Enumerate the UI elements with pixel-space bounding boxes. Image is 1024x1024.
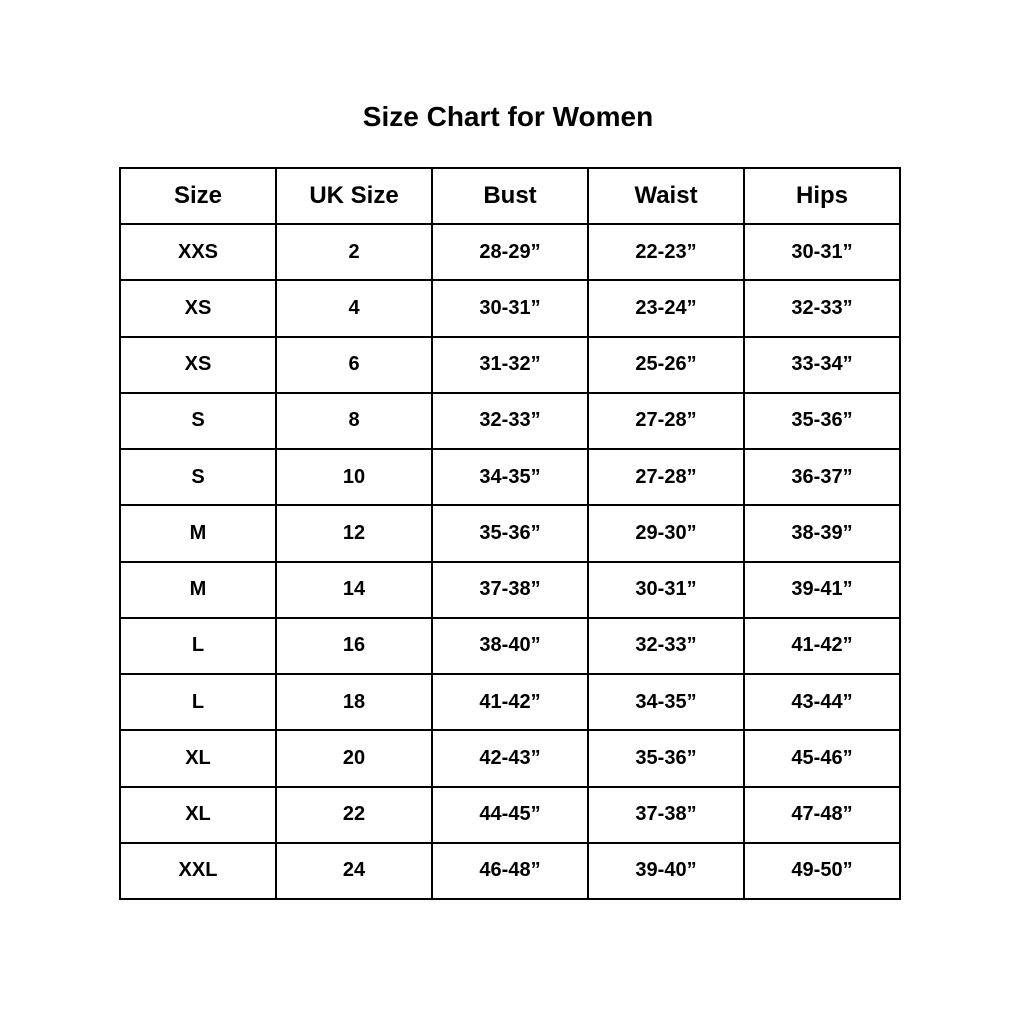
table-cell: XXS — [119, 222, 277, 282]
table-cell: 27-28” — [587, 391, 745, 451]
table-cell: 36-37” — [743, 447, 901, 507]
table-cell: L — [119, 616, 277, 676]
table-cell: 41-42” — [431, 672, 589, 732]
column-header: Waist — [587, 167, 745, 225]
table-row: XXS 2 28-29” 22-23” 30-31” — [119, 222, 901, 282]
table-cell: 22 — [275, 785, 433, 844]
table-cell: 33-34” — [743, 335, 901, 394]
column-header: Hips — [743, 167, 901, 225]
table-cell: 30-31” — [587, 560, 745, 619]
table-cell: XS — [119, 335, 277, 394]
table-cell: 34-35” — [587, 672, 745, 732]
table-cell: M — [119, 560, 277, 619]
table-cell: XL — [119, 785, 277, 844]
table-cell: 35-36” — [431, 504, 589, 563]
table-cell: 47-48” — [743, 785, 901, 844]
table-cell: 6 — [275, 335, 433, 394]
table-cell: L — [119, 672, 277, 732]
table-row: XXL 24 46-48” 39-40” 49-50” — [119, 841, 901, 901]
table-cell: 25-26” — [587, 335, 745, 394]
table-cell: 43-44” — [743, 672, 901, 732]
table-cell: 30-31” — [743, 222, 901, 282]
table-cell: 2 — [275, 222, 433, 282]
table-cell: 38-40” — [431, 616, 589, 676]
table-cell: 14 — [275, 560, 433, 619]
page-title: Size Chart for Women — [362, 101, 654, 132]
table-row: M 12 35-36” 29-30” 38-39” — [119, 504, 901, 563]
table-cell: S — [119, 447, 277, 507]
table-cell: 39-40” — [587, 841, 745, 901]
table-cell: 35-36” — [587, 729, 745, 788]
table-cell: 27-28” — [587, 447, 745, 507]
table-row: S 10 34-35” 27-28” 36-37” — [119, 447, 901, 507]
table-cell: 8 — [275, 391, 433, 451]
size-chart-table: Size UK Size Bust Waist Hips XXS 2 28-29” 22-23… — [119, 167, 901, 901]
table-cell: 38-39” — [743, 504, 901, 563]
column-header: UK Size — [275, 167, 433, 225]
table-row: XL 22 44-45” 37-38” 47-48” — [119, 785, 901, 844]
table-cell: 45-46” — [743, 729, 901, 788]
table-cell: M — [119, 504, 277, 563]
table-cell: 39-41” — [743, 560, 901, 619]
table-cell: 34-35” — [431, 447, 589, 507]
table-cell: 32-33” — [587, 616, 745, 676]
table-cell: 30-31” — [431, 279, 589, 338]
table-cell: XXL — [119, 841, 277, 901]
column-header: Bust — [431, 167, 589, 225]
table-cell: XS — [119, 279, 277, 338]
table-row: XL 20 42-43” 35-36” 45-46” — [119, 729, 901, 788]
table-cell: 41-42” — [743, 616, 901, 676]
table-cell: 46-48” — [431, 841, 589, 901]
column-header: Size — [119, 167, 277, 225]
table-row: M 14 37-38” 30-31” 39-41” — [119, 560, 901, 619]
table-cell: 10 — [275, 447, 433, 507]
table-cell: 18 — [275, 672, 433, 732]
table-cell: 4 — [275, 279, 433, 338]
table-row: XS 6 31-32” 25-26” 33-34” — [119, 335, 901, 394]
table-cell: 23-24” — [587, 279, 745, 338]
table-row: S 8 32-33” 27-28” 35-36” — [119, 391, 901, 451]
table-row: L 16 38-40” 32-33” 41-42” — [119, 616, 901, 676]
table-cell: 22-23” — [587, 222, 745, 282]
table-cell: 35-36” — [743, 391, 901, 451]
table-cell: 49-50” — [743, 841, 901, 901]
table-cell: 32-33” — [431, 391, 589, 451]
table-cell: 32-33” — [743, 279, 901, 338]
table-cell: S — [119, 391, 277, 451]
table-cell: 44-45” — [431, 785, 589, 844]
table-cell: 28-29” — [431, 222, 589, 282]
table-cell: 12 — [275, 504, 433, 563]
table-cell: 31-32” — [431, 335, 589, 394]
table-cell: 37-38” — [431, 560, 589, 619]
table-cell: 16 — [275, 616, 433, 676]
table-header-row: Size UK Size Bust Waist Hips — [119, 167, 901, 225]
table-row: L 18 41-42” 34-35” 43-44” — [119, 672, 901, 732]
table-cell: 37-38” — [587, 785, 745, 844]
table-row: XS 4 30-31” 23-24” 32-33” — [119, 279, 901, 338]
table-cell: 42-43” — [431, 729, 589, 788]
table-cell: 29-30” — [587, 504, 745, 563]
table-cell: 20 — [275, 729, 433, 788]
table-cell: 24 — [275, 841, 433, 901]
table-cell: XL — [119, 729, 277, 788]
